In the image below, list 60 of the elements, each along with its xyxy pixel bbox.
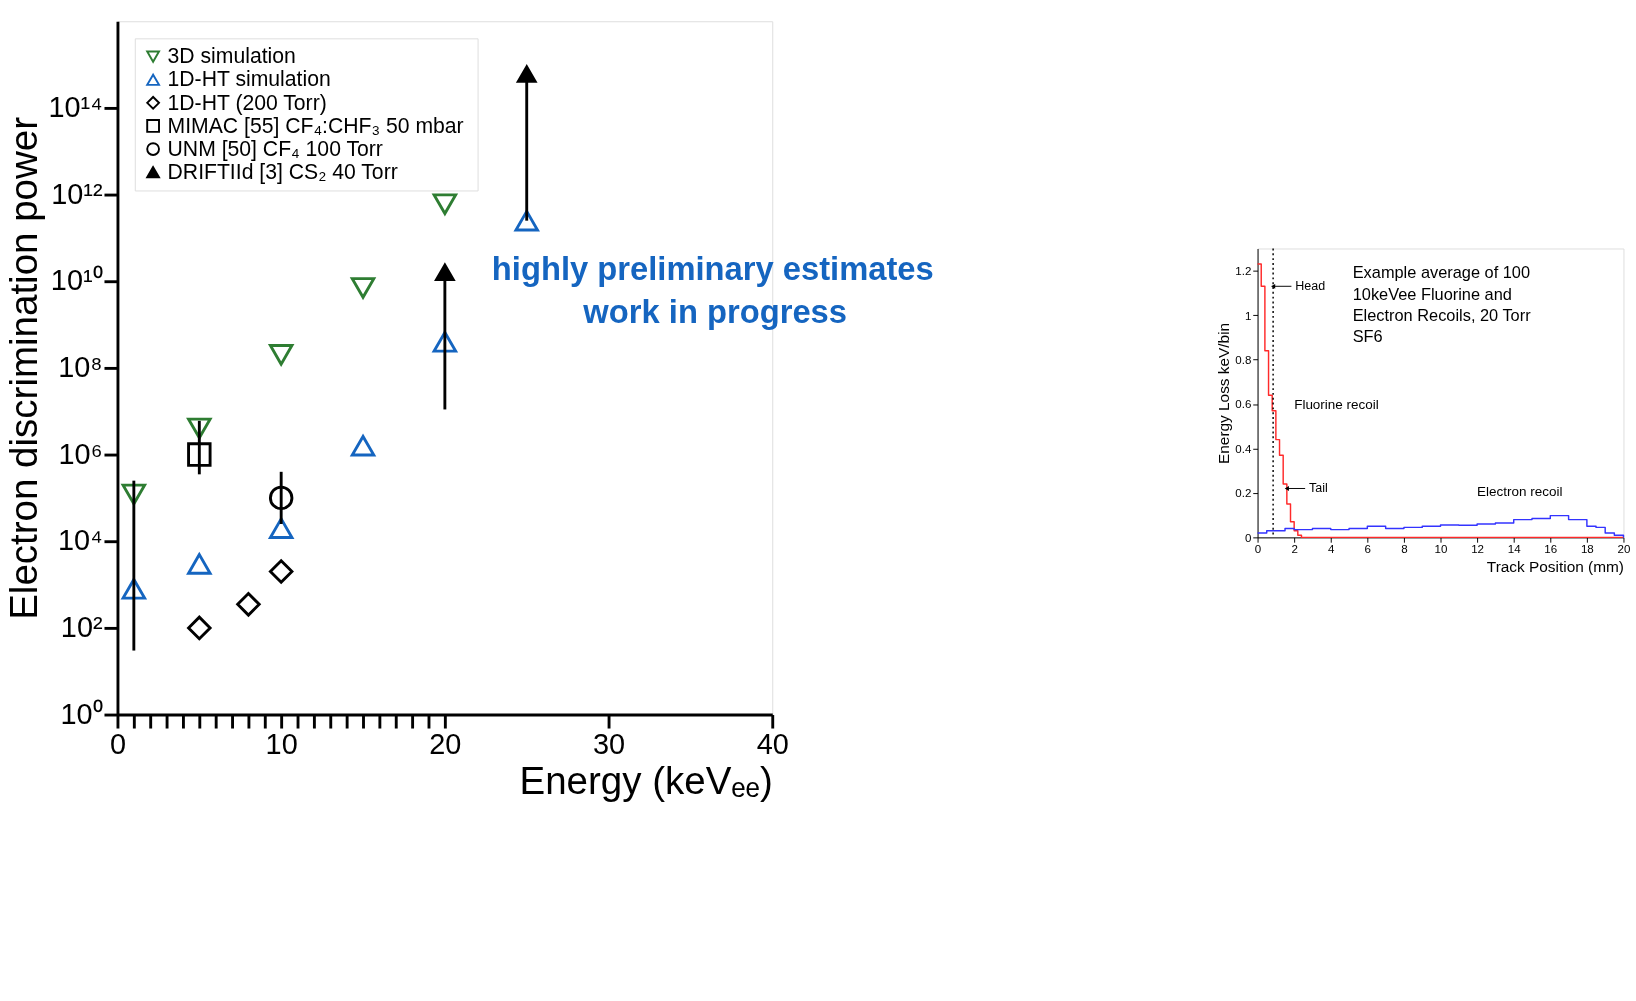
annotation: Head bbox=[1295, 279, 1326, 294]
x-tick-label: 2 bbox=[1291, 543, 1298, 556]
x-tick-label: 0 bbox=[109, 727, 126, 760]
point bbox=[187, 553, 212, 575]
point bbox=[268, 559, 294, 584]
y-axis-title: Energy Loss keV/bin bbox=[1214, 322, 1232, 465]
y-tick-label: 1.2 bbox=[1235, 265, 1252, 278]
point bbox=[187, 442, 212, 467]
x-tick-label: 12 bbox=[1471, 543, 1485, 556]
legend-label: 1D-HT (200 Torr) bbox=[167, 90, 327, 115]
y-tick-label: 10¹² bbox=[51, 177, 103, 210]
x-tick-label: 40 bbox=[756, 727, 789, 760]
x-tick-label: 4 bbox=[1328, 543, 1336, 556]
point bbox=[514, 209, 539, 232]
point bbox=[432, 193, 458, 215]
x-tick-label: 8 bbox=[1401, 543, 1408, 556]
point bbox=[187, 615, 212, 641]
legend-label: 3D simulation bbox=[167, 44, 296, 68]
y-tick-label: 0.8 bbox=[1235, 353, 1252, 366]
annotation: Electron recoil bbox=[1477, 483, 1563, 499]
y-tick-label: 0.2 bbox=[1235, 487, 1252, 500]
x-tick-label: 18 bbox=[1580, 543, 1594, 556]
x-tick-label: 14 bbox=[1507, 543, 1522, 556]
annotation: work in progress bbox=[582, 292, 847, 330]
point bbox=[268, 344, 294, 366]
x-tick-label: 0 bbox=[1254, 543, 1262, 556]
legend-label: 1D-HT simulation bbox=[167, 67, 331, 91]
x-tick-label: 10 bbox=[1434, 543, 1448, 556]
annotation: highly preliminary estimates bbox=[491, 250, 934, 288]
y-tick-label: 10⁸ bbox=[58, 351, 103, 384]
annotation: Fluorine recoil bbox=[1294, 397, 1379, 413]
y-tick-label: 10¹⁰ bbox=[50, 264, 103, 297]
point bbox=[187, 417, 212, 440]
y-tick-label: 10⁴ bbox=[58, 524, 103, 557]
x-tick-label: 30 bbox=[592, 727, 626, 760]
x-tick-label: 20 bbox=[1617, 543, 1631, 556]
y-tick-label: 0 bbox=[1244, 531, 1252, 544]
point bbox=[268, 517, 294, 539]
point bbox=[516, 65, 537, 83]
annotation: Tail bbox=[1308, 481, 1328, 496]
y-tick-label: 10² bbox=[60, 611, 103, 644]
x-tick-label: 16 bbox=[1544, 543, 1558, 556]
x-tick-label: 6 bbox=[1364, 543, 1372, 556]
x-axis-title: Track Position (mm) bbox=[1486, 557, 1624, 575]
y-tick-label: 10⁶ bbox=[58, 437, 103, 470]
point bbox=[435, 263, 455, 282]
annotation: Example average of 100 10keVee Fluorine and Electron Recoils, 20 Torr SF6 bbox=[1352, 263, 1532, 345]
y-axis-title: Electron discrimination power bbox=[1, 116, 45, 620]
x-axis-title: Energy (keVₑₑ) bbox=[519, 759, 773, 802]
y-tick-label: 0.4 bbox=[1235, 442, 1252, 455]
point bbox=[268, 485, 294, 511]
y-tick-label: 1 bbox=[1244, 309, 1252, 322]
point bbox=[236, 592, 261, 617]
point bbox=[350, 434, 376, 457]
y-tick-label: 10⁰ bbox=[60, 697, 103, 730]
y-tick-label: 0.6 bbox=[1235, 398, 1252, 411]
point bbox=[350, 277, 376, 299]
x-tick-label: 10 bbox=[265, 727, 298, 760]
x-tick-label: 20 bbox=[429, 727, 462, 760]
y-tick-label: 10¹⁴ bbox=[48, 91, 103, 124]
